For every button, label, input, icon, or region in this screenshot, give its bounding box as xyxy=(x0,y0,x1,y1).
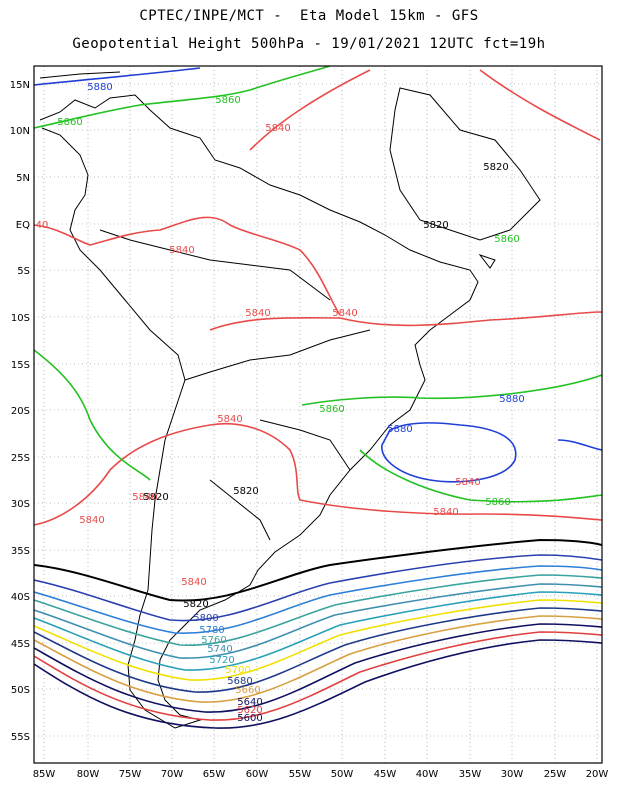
contour-label-5820: 5820 xyxy=(233,486,258,497)
lat-tick-label: 50S xyxy=(11,685,30,696)
contour-label-5860: 5860 xyxy=(485,497,510,508)
lon-tick-label: 55W xyxy=(289,769,312,780)
contour-label-5880: 5880 xyxy=(387,424,412,435)
map-frame xyxy=(33,65,603,764)
lat-tick-label: 5S xyxy=(17,266,30,277)
contour-5740 xyxy=(34,583,602,659)
contour-label-5840: 5840 xyxy=(265,123,290,134)
contour-5880-east xyxy=(557,439,602,451)
contour-5700 xyxy=(34,599,602,681)
contour-5720 xyxy=(34,591,602,671)
contour-label-5600: 5600 xyxy=(237,713,262,724)
longitude-axis: 85W 80W 75W 70W 65W 60W 55W 50W 45W 40W 35W 30W 25W 2… xyxy=(33,769,609,780)
contour-5840-band xyxy=(209,311,602,331)
lon-tick-label: 60W xyxy=(246,769,269,780)
contour-label-5760: 5760 xyxy=(201,635,226,646)
lat-tick-label: 15N xyxy=(10,80,30,91)
contour-label-5840: 5840 xyxy=(79,515,104,526)
contour-label-5840: 5840 xyxy=(455,477,480,488)
contour-label-5620: 5620 xyxy=(237,705,262,716)
lat-tick-label: 5N xyxy=(16,173,30,184)
lat-tick-label: 30S xyxy=(11,499,30,510)
contour-label-5860: 5860 xyxy=(57,117,82,128)
lon-tick-label: 50W xyxy=(331,769,354,780)
contour-label-5840: 40 xyxy=(36,220,49,231)
contour-label-5640: 5640 xyxy=(237,697,262,708)
contour-5760 xyxy=(34,574,602,646)
contour-5780 xyxy=(34,565,602,634)
contour-5660 xyxy=(34,615,602,703)
contour-label-5860: 5860 xyxy=(494,234,519,245)
contour-label-5880: 5880 xyxy=(87,82,112,93)
latitude-axis: 15N 10N 5N EQ 5S 10S 15S 20S 25S 30S 35S 40S 45S 50S 5… xyxy=(10,80,30,743)
contour-label-5820: 5820 xyxy=(183,599,208,610)
lat-tick-label: 55S xyxy=(11,732,30,743)
contour-5820-black xyxy=(34,538,602,602)
contour-label-5800: 5800 xyxy=(193,613,218,624)
contour-label-5840: 5840 xyxy=(181,577,206,588)
contour-5620 xyxy=(34,631,602,721)
contour-label-5840: 5840 xyxy=(217,414,242,425)
contour-5680 xyxy=(34,607,602,693)
lon-tick-label: 85W xyxy=(33,769,56,780)
lon-tick-label: 35W xyxy=(459,769,482,780)
contour-5840-amazon xyxy=(34,216,341,316)
lon-tick-label: 80W xyxy=(77,769,100,780)
lat-tick-label: 15S xyxy=(11,360,30,371)
contour-5860-south xyxy=(34,349,602,503)
coastline xyxy=(39,71,541,729)
contour-label-5740: 5740 xyxy=(207,644,232,655)
map-subtitle: Geopotential Height 500hPa - 19/01/2021 … xyxy=(72,36,546,52)
lon-tick-label: 75W xyxy=(119,769,142,780)
contour-label-5840: 5840 xyxy=(169,245,194,256)
contour-5840-north xyxy=(249,69,601,151)
contour-5880-north xyxy=(34,67,201,86)
contour-label-5820: 5820 xyxy=(483,162,508,173)
contour-label-5860: 5860 xyxy=(215,95,240,106)
lon-tick-label: 30W xyxy=(501,769,524,780)
contour-5840-south xyxy=(34,422,602,526)
contour-label-5860: 5860 xyxy=(319,404,344,415)
lon-tick-label: 65W xyxy=(203,769,226,780)
lon-tick-label: 25W xyxy=(544,769,567,780)
lon-tick-label: 45W xyxy=(374,769,397,780)
lat-tick-label: 10N xyxy=(10,126,30,137)
contour-5880-south xyxy=(381,422,517,483)
lat-tick-label: EQ xyxy=(16,220,30,231)
contour-5600 xyxy=(34,639,602,729)
contour-label-5820: 5820 xyxy=(423,220,448,231)
lon-tick-label: 20W xyxy=(586,769,609,780)
lat-tick-label: 45S xyxy=(11,639,30,650)
lon-tick-label: 40W xyxy=(416,769,439,780)
lon-tick-label: 70W xyxy=(161,769,184,780)
contour-label-5700: 5700 xyxy=(225,665,250,676)
lat-tick-label: 35S xyxy=(11,546,30,557)
contour-label-5660: 5660 xyxy=(235,685,260,696)
contour-5640 xyxy=(34,623,602,713)
contour-label-5840: 5840 xyxy=(132,492,157,503)
contour-5860-north xyxy=(34,66,331,129)
lat-tick-label: 40S xyxy=(11,592,30,603)
contour-label-5840: 5840 xyxy=(433,507,458,518)
contour-label-5780: 5780 xyxy=(199,625,224,636)
contour-label-5820: 5820 xyxy=(143,492,168,503)
map-title: CPTEC/INPE/MCT - Eta Model 15km - GFS xyxy=(139,8,479,24)
contour-label-5840: 5840 xyxy=(245,308,270,319)
graticule xyxy=(34,66,602,763)
contour-5800 xyxy=(34,554,602,622)
contour-label-5680: 5680 xyxy=(227,676,252,687)
contour-label-5880: 5880 xyxy=(499,394,524,405)
lat-tick-label: 25S xyxy=(11,453,30,464)
contour-label-5720: 5720 xyxy=(209,655,234,666)
contour-label-5840: 5840 xyxy=(332,308,357,319)
lat-tick-label: 10S xyxy=(11,313,30,324)
lat-tick-label: 20S xyxy=(11,406,30,417)
